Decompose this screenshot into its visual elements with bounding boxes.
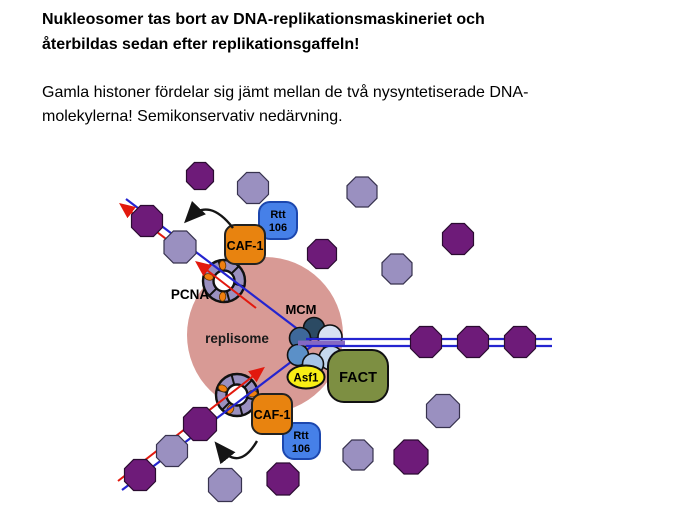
pcna-ring-dot — [219, 291, 227, 302]
caf1-top-label: CAF-1 — [227, 239, 264, 253]
nucleosome-dark-octagon — [306, 238, 338, 270]
nucleosome-dark-octagon — [441, 222, 475, 256]
nucleosome-dark-octagon — [182, 406, 218, 442]
replisome-label: replisome — [205, 331, 269, 346]
pcna-ring-dot — [217, 384, 228, 393]
nucleosome-dark-octagon — [123, 458, 157, 492]
pcna-ring-spoke — [230, 374, 236, 386]
mcm-label: MCM — [285, 302, 316, 317]
pcna-ring-dot — [219, 260, 227, 271]
fact-label: FACT — [339, 370, 377, 386]
heading-line-1: Nukleosomer tas bort av DNA-replikations… — [42, 11, 485, 28]
rtt106-top-box — [258, 201, 298, 240]
pcna-ring-spoke — [225, 290, 231, 302]
pcna-ring-spoke — [238, 404, 244, 416]
rtt106-bottom-label-line1: Rtt — [293, 430, 309, 442]
body-line-2: molekylerna! Semikonservativ nedärvning. — [42, 108, 343, 125]
nucleosome-light-octagon — [236, 171, 270, 205]
red-arrow-upper-inner — [195, 260, 257, 309]
rtt106-bottom-box — [282, 422, 321, 460]
rtt106-top-label-line1: Rtt — [270, 209, 286, 221]
nucleosome-dark-octagon — [185, 161, 215, 191]
fact-box — [327, 349, 389, 403]
slide-body-text: Gamla histoner fördelar sig jämt mellan … — [42, 81, 667, 129]
pcna-ring-spoke — [208, 287, 218, 297]
rtt106-top-label-line2: 106 — [269, 222, 287, 234]
caf1-top-box — [224, 224, 266, 265]
nucleosome-light-octagon — [425, 393, 461, 429]
nucleosome-light-octagon — [155, 434, 189, 468]
asf1-label: Asf1 — [294, 373, 320, 385]
histone-recycling-arrows — [184, 200, 259, 465]
heading-line-2: återbildas sedan efter replikationsgaffe… — [42, 35, 360, 53]
body-line-1: Gamla histoner fördelar sig jämt mellan … — [42, 84, 529, 101]
nucleosomes — [123, 161, 475, 503]
nucleosomes-on-parental-dna — [409, 325, 537, 359]
caf1-bottom-label: CAF-1 — [254, 408, 291, 422]
nucleosome-dark-octagon — [130, 204, 164, 238]
nucleosome-dark-octagon — [456, 325, 490, 359]
nucleosome-light-octagon — [381, 253, 413, 285]
protein-boxes — [224, 201, 389, 460]
rtt106-bottom-label-line2: 106 — [292, 443, 310, 455]
nucleosome-light-octagon — [346, 176, 378, 208]
nucleosome-light-octagon — [342, 439, 374, 471]
nucleosome-dark-octagon — [409, 325, 443, 359]
diagram-labels: replisome PCNA MCM CAF-1 CAF-1 Rtt 106 R… — [171, 209, 377, 455]
nucleosome-dark-octagon — [266, 462, 300, 496]
pcna-label: PCNA — [171, 287, 210, 302]
recycling-arrow-bottom — [214, 440, 259, 465]
nucleosome-light-octagon — [207, 467, 243, 503]
slide-heading: Nukleosomer tas bort av DNA-replikations… — [42, 8, 667, 57]
nucleosome-light-octagon — [163, 230, 197, 264]
nucleosome-dark-octagon — [393, 439, 429, 475]
caf1-bottom-box — [251, 393, 293, 435]
recycling-arrow-top — [184, 200, 234, 229]
nucleosome-dark-octagon — [503, 325, 537, 359]
pcna-ring-spoke — [221, 401, 231, 411]
asf1-ellipse — [286, 364, 326, 390]
pcna-ring-spoke — [230, 265, 240, 275]
parental-dna-band — [298, 340, 345, 346]
